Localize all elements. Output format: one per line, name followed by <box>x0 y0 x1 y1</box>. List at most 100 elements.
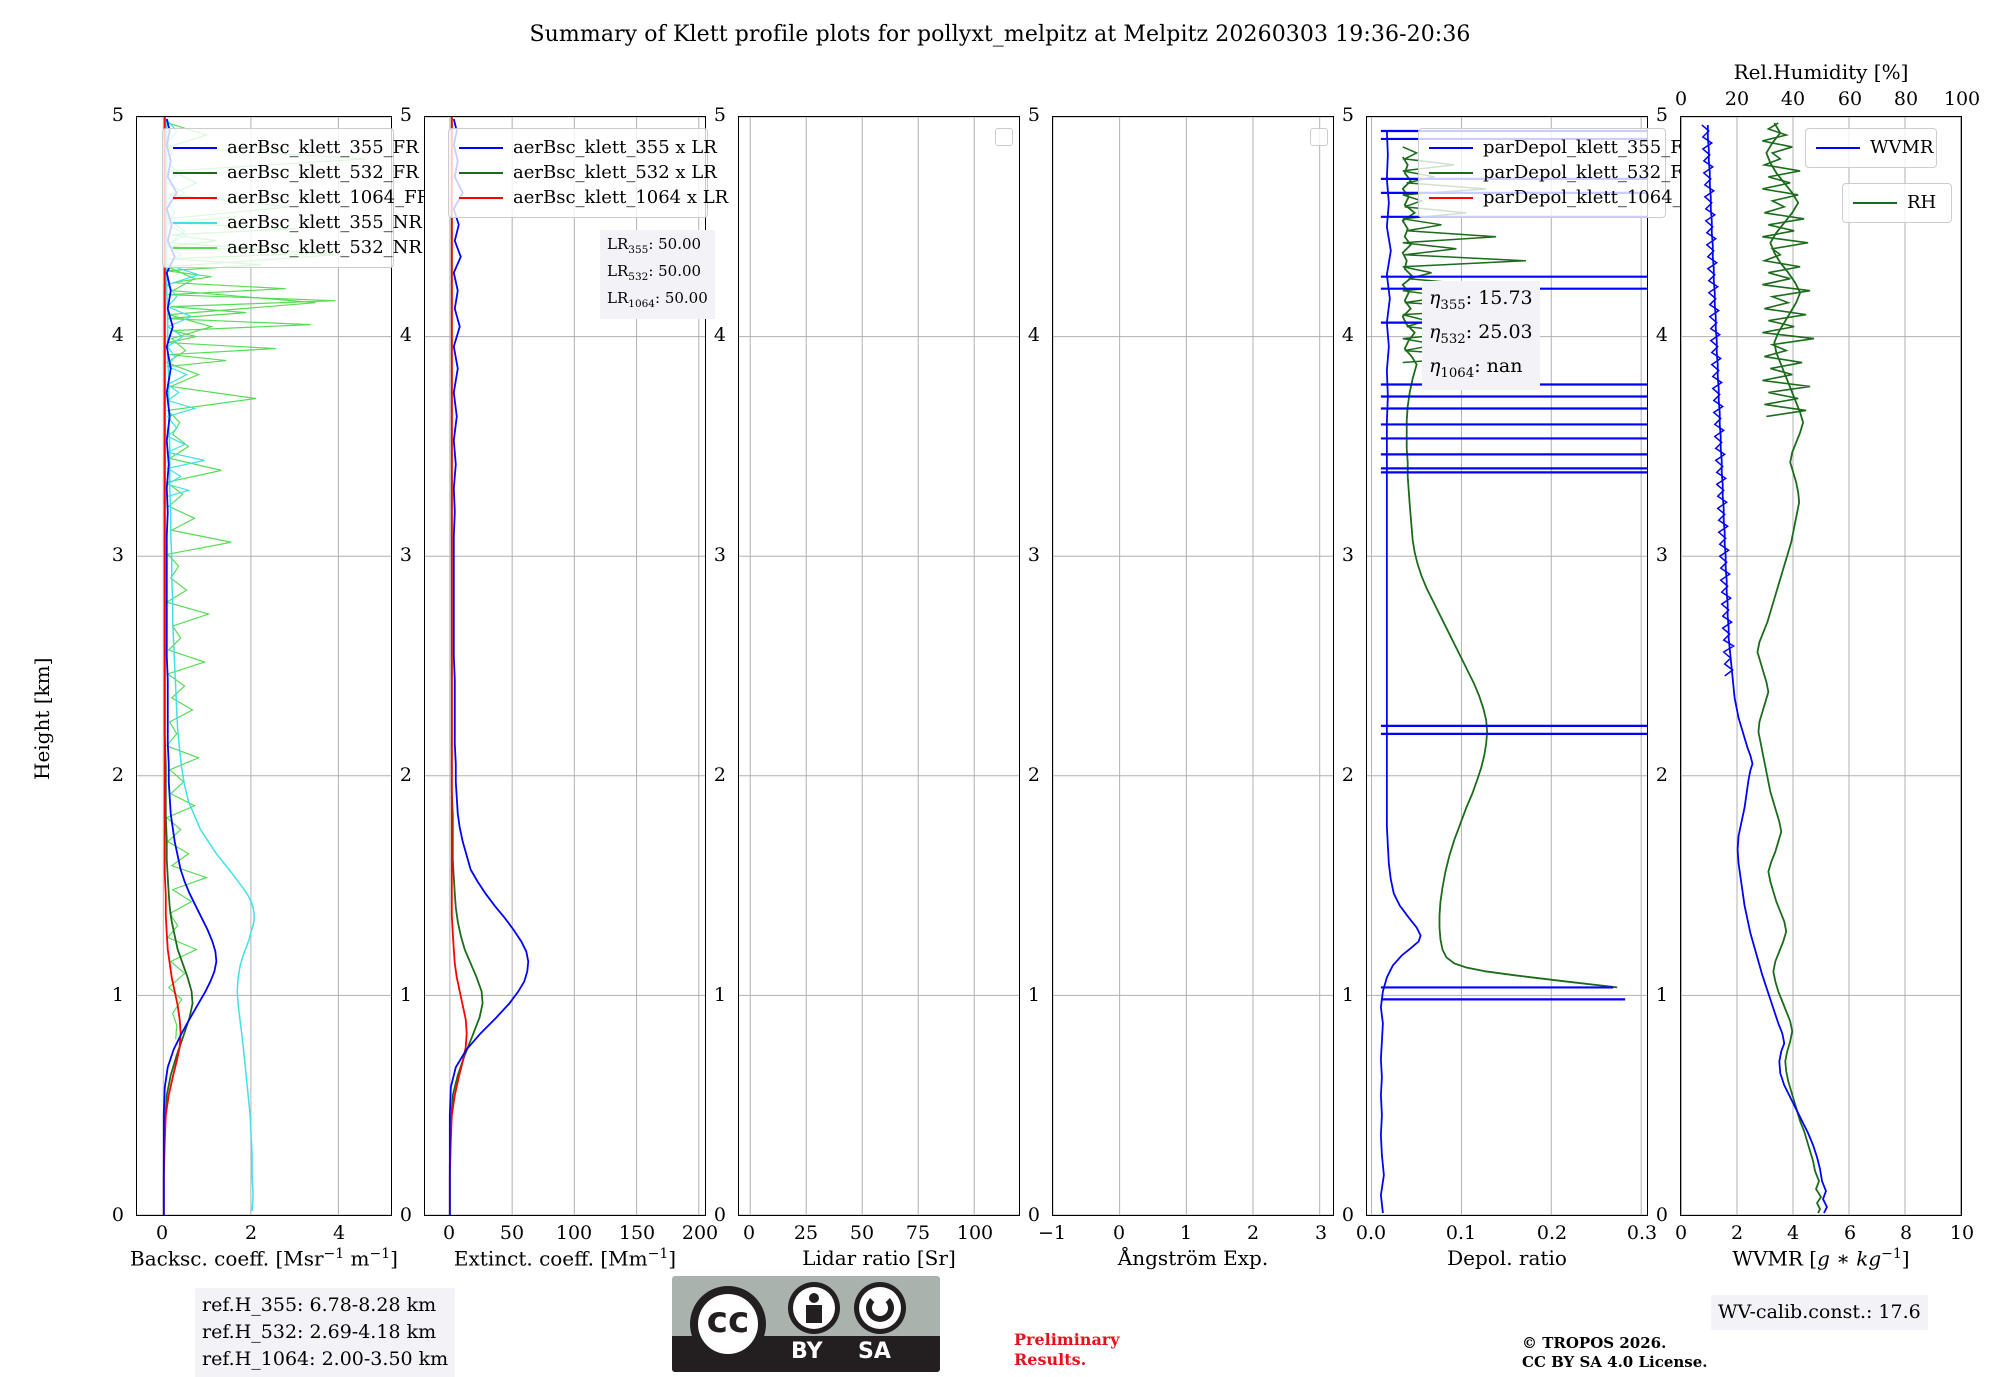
xtick-p5-0: 0.0 <box>1355 1222 1387 1244</box>
ytick-p5-1: 1 <box>1341 984 1354 1006</box>
ytick-p5-0: 0 <box>1341 1204 1354 1226</box>
legend-item: aerBsc_klett_1064 x LR <box>459 185 728 210</box>
legend-depolarization: parDepol_klett_355_FR parDepol_klett_532… <box>1418 128 1708 218</box>
ytick-p2-4: 4 <box>399 324 412 346</box>
xtick-p3-2: 50 <box>849 1222 875 1244</box>
legend-label: aerBsc_klett_532_NR <box>227 237 422 258</box>
legend-item: aerBsc_klett_355 x LR <box>459 135 717 160</box>
legend-item: parDepol_klett_1064_FR <box>1429 185 1708 210</box>
xtick-top-p6-3: 60 <box>1837 88 1863 110</box>
copyright-line-2: CC BY SA 4.0 License. <box>1522 1353 1708 1371</box>
ytick-3: 3 <box>111 544 124 566</box>
ytick-5: 5 <box>111 104 124 126</box>
xtick-top-p6-1: 20 <box>1724 88 1750 110</box>
xtick-top-p6-4: 80 <box>1893 88 1919 110</box>
backscatter-svg <box>137 117 391 1215</box>
legend-item: parDepol_klett_532_FR <box>1429 160 1696 185</box>
cc-icon-label: cc <box>706 1300 750 1341</box>
lr-532: LR532: 50.00 <box>607 262 702 283</box>
angstroem-svg <box>1053 117 1333 1215</box>
legend-swatch-ext355 <box>459 146 503 149</box>
ytick-p4-3: 3 <box>1027 544 1040 566</box>
by-icon-body <box>806 1305 822 1323</box>
legend-label: parDepol_klett_1064_FR <box>1483 187 1708 208</box>
xtick-p3-1: 25 <box>793 1222 819 1244</box>
legend-label: aerBsc_klett_532_FR <box>227 162 419 183</box>
xtick-p4-1: 0 <box>1112 1222 1126 1244</box>
legend-swatch-dep355 <box>1429 146 1473 149</box>
legend-item: WVMR <box>1816 135 1933 160</box>
xtick-p1-0: 0 <box>155 1222 169 1244</box>
legend-item: aerBsc_klett_355_NR <box>173 210 422 235</box>
legend-swatch-ext532 <box>459 171 503 174</box>
xtick-top-p6-2: 40 <box>1780 88 1806 110</box>
legend-lidar-ratio-empty <box>995 128 1013 146</box>
sa-icon-arrow <box>866 1294 894 1322</box>
legend-swatch-dep532 <box>1429 171 1473 174</box>
xtick-p6-1: 2 <box>1730 1222 1744 1244</box>
ytick-1: 1 <box>111 984 124 1006</box>
ytick-p6-4: 4 <box>1655 324 1668 346</box>
xtick-p2-0: 0 <box>442 1222 456 1244</box>
copyright-notice: © TROPOS 2026. CC BY SA 4.0 License. <box>1522 1334 1708 1372</box>
ytick-p3-1: 1 <box>713 984 726 1006</box>
xtick-p4-3: 2 <box>1246 1222 1260 1244</box>
ytick-p6-3: 3 <box>1655 544 1668 566</box>
lidar-ratio-annotation: LR355: 50.00 LR532: 50.00 LR1064: 50.00 <box>600 230 715 319</box>
xtick-p4-0: −1 <box>1037 1222 1066 1244</box>
legend-label: aerBsc_klett_355_NR <box>227 212 422 233</box>
ytick-4: 4 <box>111 324 124 346</box>
extinction-svg <box>425 117 705 1215</box>
ytick-p2-2: 2 <box>399 764 412 786</box>
ytick-p2-1: 1 <box>399 984 412 1006</box>
refh-355: ref.H_355: 6.78-8.28 km <box>202 1294 437 1316</box>
xtick-p6-3: 6 <box>1843 1222 1857 1244</box>
xtick-top-p6-0: 0 <box>1674 88 1688 110</box>
panel-angstroem <box>1052 116 1334 1216</box>
ytick-p6-2: 2 <box>1655 764 1668 786</box>
xtick-p6-0: 0 <box>1674 1222 1688 1244</box>
legend-swatch-355nr <box>173 221 217 224</box>
xlabel-depolarization: Depol. ratio <box>1447 1246 1567 1270</box>
ytick-p2-3: 3 <box>399 544 412 566</box>
xtick-p6-4: 8 <box>1899 1222 1913 1244</box>
xtick-p1-2: 4 <box>332 1222 346 1244</box>
legend-item: parDepol_klett_355_FR <box>1429 135 1696 160</box>
legend-label: WVMR <box>1870 137 1934 158</box>
lidar-ratio-svg <box>739 117 1019 1215</box>
legend-swatch-wvmr <box>1816 146 1860 149</box>
legend-label: aerBsc_klett_355 x LR <box>513 137 717 158</box>
xtick-p4-4: 3 <box>1314 1222 1328 1244</box>
xlabel-backscatter: Backsc. coeff. [Msr−1 m−1] <box>130 1246 398 1271</box>
ytick-p2-0: 0 <box>399 1204 412 1226</box>
ytick-p2-5: 5 <box>399 104 412 126</box>
ytick-p4-2: 2 <box>1027 764 1040 786</box>
cc-license-badge[interactable]: cc BY SA <box>672 1276 940 1372</box>
legend-swatch-ext1064 <box>459 196 503 199</box>
ytick-p6-1: 1 <box>1655 984 1668 1006</box>
legend-angstroem-empty <box>1310 128 1328 146</box>
legend-item: aerBsc_klett_532 x LR <box>459 160 717 185</box>
eta-532: η532: 25.03 <box>1429 320 1533 347</box>
ytick-p5-5: 5 <box>1341 104 1354 126</box>
legend-item: aerBsc_klett_1064_FR <box>173 185 430 210</box>
preliminary-notice: Preliminary Results. <box>1014 1330 1120 1370</box>
legend-swatch-355fr <box>173 146 217 149</box>
ytick-p3-3: 3 <box>713 544 726 566</box>
lr-355: LR355: 50.00 <box>607 235 702 256</box>
legend-rh: RH <box>1842 183 1952 223</box>
by-icon-head <box>809 1293 819 1303</box>
xtick-p2-3: 150 <box>618 1222 656 1244</box>
xlabel-angstroem: Ångström Exp. <box>1117 1246 1269 1270</box>
legend-item: aerBsc_klett_355_FR <box>173 135 419 160</box>
ytick-2: 2 <box>111 764 124 786</box>
ytick-p6-5: 5 <box>1655 104 1668 126</box>
top-xlabel-rel-humidity: Rel.Humidity [%] <box>1733 60 1909 84</box>
eta-annotation: η355: 15.73 η532: 25.03 η1064: nan <box>1422 281 1540 391</box>
ytick-p4-0: 0 <box>1027 1204 1040 1226</box>
legend-label: aerBsc_klett_532 x LR <box>513 162 717 183</box>
legend-swatch-dep1064 <box>1429 196 1473 199</box>
legend-label: aerBsc_klett_1064 x LR <box>513 187 729 208</box>
legend-label: aerBsc_klett_1064_FR <box>227 187 431 208</box>
